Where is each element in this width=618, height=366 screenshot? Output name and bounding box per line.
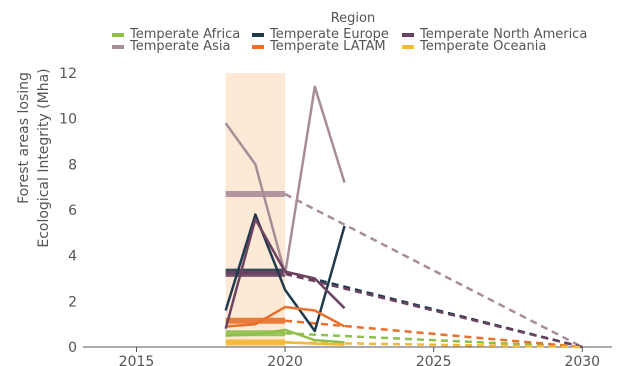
y-axis-title-line-2: Ecological Integrity (Mha)	[36, 68, 52, 247]
x-tick-label-2020: 2020	[267, 354, 303, 366]
series-line-temperate-north-america	[224, 217, 346, 330]
legend-label-temperate-oceania: Temperate Oceania	[419, 39, 546, 54]
legend-swatch-temperate-africa	[112, 33, 124, 37]
y-tick-label-8: 8	[68, 157, 77, 173]
series-line-temperate-africa	[225, 328, 345, 344]
y-tick-label-0: 0	[68, 340, 77, 356]
y-tick-label-4: 4	[68, 249, 77, 265]
plot-area: 2015 2020 2025 2030 0 2 4 6 8 10 12	[59, 66, 612, 366]
series-line-temperate-latam	[225, 305, 346, 328]
y-axis-title-line-1: Forest areas losing	[16, 72, 32, 204]
projection-temperate-asia	[284, 192, 583, 349]
y-tick-label-12: 12	[59, 66, 77, 82]
legend-swatch-temperate-oceania	[402, 45, 414, 49]
projection-temperate-north-america	[284, 272, 583, 349]
legend-label-temperate-africa: Temperate Africa	[129, 27, 240, 42]
legend-label-temperate-asia: Temperate Asia	[129, 39, 230, 54]
series-line-temperate-oceania	[225, 341, 345, 346]
legend-label-temperate-latam: Temperate LATAM	[269, 39, 386, 54]
x-tick-label-2030: 2030	[564, 354, 600, 366]
x-tick-label-2025: 2025	[416, 354, 452, 366]
projection-temperate-africa	[285, 332, 583, 349]
y-tick-label-10: 10	[59, 112, 77, 128]
series-line-temperate-europe	[224, 213, 346, 333]
legend-label-temperate-north-america: Temperate North America	[419, 27, 587, 42]
y-tick-label-2: 2	[68, 294, 77, 310]
legend-label-temperate-europe: Temperate Europe	[269, 27, 389, 42]
legend-swatch-temperate-europe	[252, 33, 264, 37]
y-axis-title: Forest areas losing Ecological Integrity…	[16, 68, 52, 247]
projection-temperate-latam	[284, 319, 583, 349]
highlight-band	[225, 73, 286, 347]
legend-swatch-temperate-asia	[112, 45, 124, 49]
x-tick-label-2015: 2015	[119, 354, 155, 366]
legend-swatch-temperate-north-america	[402, 33, 414, 37]
legend-title: Region	[331, 11, 376, 26]
y-tick-label-6: 6	[68, 203, 77, 219]
series-line-temperate-asia	[224, 85, 346, 276]
legend-swatch-temperate-latam	[252, 45, 264, 49]
